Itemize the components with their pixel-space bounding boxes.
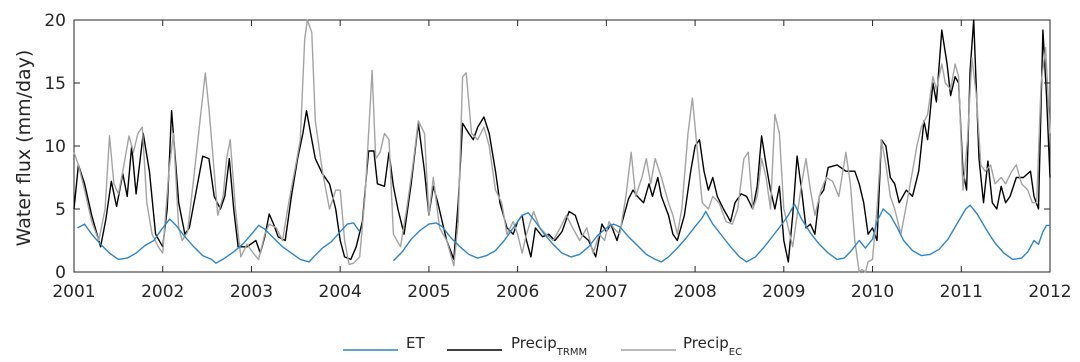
legend-label-subscript: EC	[729, 347, 742, 358]
y-tick-label: 20	[44, 11, 66, 31]
legend-label-base: Precip	[683, 334, 729, 352]
y-tick-label: 15	[44, 74, 66, 94]
x-tick-label: 2007	[585, 282, 628, 302]
legend-label-base: ET	[406, 334, 425, 352]
legend-label-0: ET	[406, 334, 425, 352]
x-tick-label: 2005	[407, 282, 450, 302]
series-layer	[73, 19, 1051, 273]
legend-label-2: PrecipEC	[683, 334, 742, 358]
legend-label-subscript: TRMM	[556, 347, 587, 358]
y-axis-title: Water flux (mm/day)	[13, 50, 35, 247]
x-tick-label: 2006	[496, 282, 539, 302]
x-tick-label: 2012	[1028, 282, 1071, 302]
series-line-0	[77, 203, 1050, 264]
x-tick-label: 2003	[230, 282, 273, 302]
x-tick-label: 2002	[141, 282, 184, 302]
plot-area-box	[73, 19, 1051, 273]
legend-label-base: Precip	[511, 334, 557, 352]
y-tick-label: 5	[55, 200, 66, 220]
x-tick-label: 2010	[851, 282, 894, 302]
x-tick-label: 2001	[52, 282, 95, 302]
plot-frame	[73, 19, 1051, 273]
x-tick-label: 2004	[319, 282, 362, 302]
y-tick-label: 10	[44, 137, 66, 157]
x-tick-label: 2008	[673, 282, 716, 302]
x-tick-label: 2009	[762, 282, 805, 302]
x-tick-label: 2011	[940, 282, 983, 302]
legend-label-1: PrecipTRMM	[511, 334, 587, 358]
series-line-2	[73, 19, 1051, 273]
axes-layer: 2001 2002 2003 2004 2005 2006 2007 2008 2009 2010…	[44, 11, 1071, 302]
y-tick-label: 0	[55, 263, 66, 283]
